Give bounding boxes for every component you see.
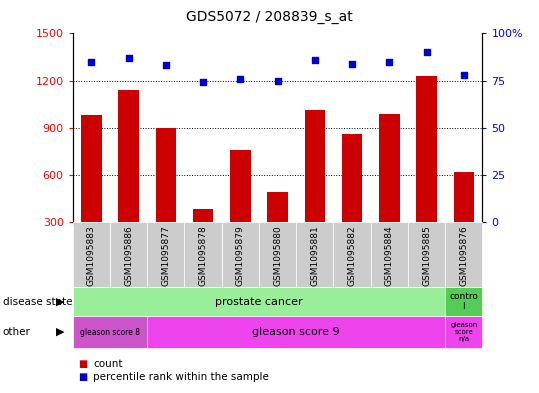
Text: GSM1095886: GSM1095886 (124, 225, 133, 286)
Point (162, 62, 170, 69)
Point (385, 59, 393, 65)
Text: contro
l: contro l (450, 292, 478, 311)
Text: GSM1095878: GSM1095878 (198, 225, 208, 286)
Bar (305, 110, 325, 222)
Point (310, 57, 319, 63)
Text: ▶: ▶ (56, 327, 65, 337)
Point (125, 55, 133, 61)
Bar (230, 150, 251, 222)
Bar (342, 134, 362, 222)
Point (236, 75, 245, 82)
Point (459, 72, 468, 78)
Text: GSM1095879: GSM1095879 (236, 225, 245, 286)
Bar (379, 114, 399, 222)
Bar (267, 192, 288, 222)
Bar (156, 128, 176, 222)
Bar (193, 209, 213, 222)
Text: ▶: ▶ (56, 297, 65, 307)
Bar (416, 76, 437, 222)
Point (199, 79, 208, 86)
Text: GSM1095876: GSM1095876 (459, 225, 468, 286)
Text: percentile rank within the sample: percentile rank within the sample (93, 372, 269, 382)
Bar (81, 115, 102, 222)
Point (422, 49, 431, 55)
Text: gleason score 9: gleason score 9 (252, 327, 340, 337)
Text: prostate cancer: prostate cancer (215, 297, 303, 307)
Text: other: other (3, 327, 31, 337)
Text: GSM1095881: GSM1095881 (310, 225, 319, 286)
Text: gleason score 8: gleason score 8 (80, 328, 140, 336)
Text: disease state: disease state (3, 297, 72, 307)
Text: GSM1095885: GSM1095885 (422, 225, 431, 286)
Text: count: count (93, 358, 123, 369)
Text: GSM1095882: GSM1095882 (348, 226, 357, 286)
Text: GSM1095877: GSM1095877 (161, 225, 170, 286)
Text: GSM1095884: GSM1095884 (385, 226, 394, 286)
Point (87, 59, 96, 65)
Point (348, 61, 356, 67)
Text: ■: ■ (78, 358, 87, 369)
Bar (119, 90, 139, 222)
Text: GSM1095883: GSM1095883 (87, 225, 96, 286)
Text: GDS5072 / 208839_s_at: GDS5072 / 208839_s_at (186, 10, 353, 24)
Bar (453, 172, 474, 222)
Text: gleason
score
n/a: gleason score n/a (450, 322, 478, 342)
Point (273, 77, 282, 84)
Text: GSM1095880: GSM1095880 (273, 225, 282, 286)
Text: ■: ■ (78, 372, 87, 382)
